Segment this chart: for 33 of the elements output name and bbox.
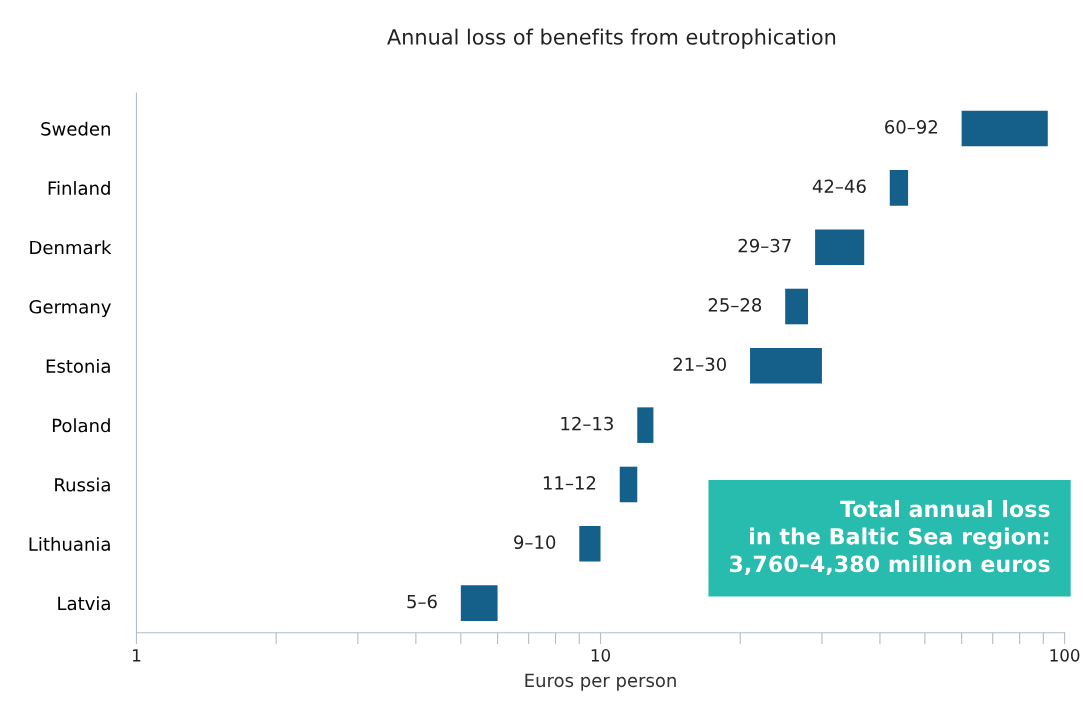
data-label: 29–37	[738, 238, 791, 253]
bar	[619, 466, 638, 503]
x-axis-title: Euros per person	[525, 673, 676, 691]
y-tick-label: Sweden	[41, 121, 110, 136]
bar	[460, 585, 498, 621]
bar	[785, 288, 809, 325]
bar	[750, 348, 822, 384]
y-tick-label: Finland	[48, 181, 110, 195]
data-label: 11–12	[543, 476, 596, 490]
x-tick-label: 100	[1050, 649, 1080, 662]
bar	[815, 229, 865, 265]
data-label: 60–92	[885, 120, 937, 134]
data-label: 42–46	[812, 179, 866, 194]
y-tick-label: Poland	[52, 418, 110, 433]
bar	[961, 110, 1048, 147]
y-tick-label: Denmark	[30, 240, 112, 255]
y-tick-label: Germany	[29, 299, 111, 318]
chart-title: Annual loss of benefits from eutrophication	[387, 28, 836, 49]
y-tick-label: Estonia	[46, 358, 110, 373]
y-tick-label: Russia	[55, 477, 110, 492]
bar	[637, 407, 654, 443]
bar	[889, 170, 909, 206]
x-tick-label: 1	[132, 649, 141, 662]
bar	[579, 526, 601, 562]
x-tick-label: 10	[591, 649, 611, 662]
y-tick-label: Lithuania	[29, 536, 110, 551]
y-tick-label: Latvia	[58, 596, 110, 611]
annotation: Total annual loss in the Baltic Sea region: 3,760–4,380 million euros	[729, 500, 1050, 576]
data-label: 5–6	[407, 594, 437, 609]
data-label: 12–13	[561, 416, 613, 431]
data-label: 21–30	[673, 357, 727, 372]
data-label: 25–28	[708, 298, 762, 312]
data-label: 9–10	[514, 535, 556, 550]
